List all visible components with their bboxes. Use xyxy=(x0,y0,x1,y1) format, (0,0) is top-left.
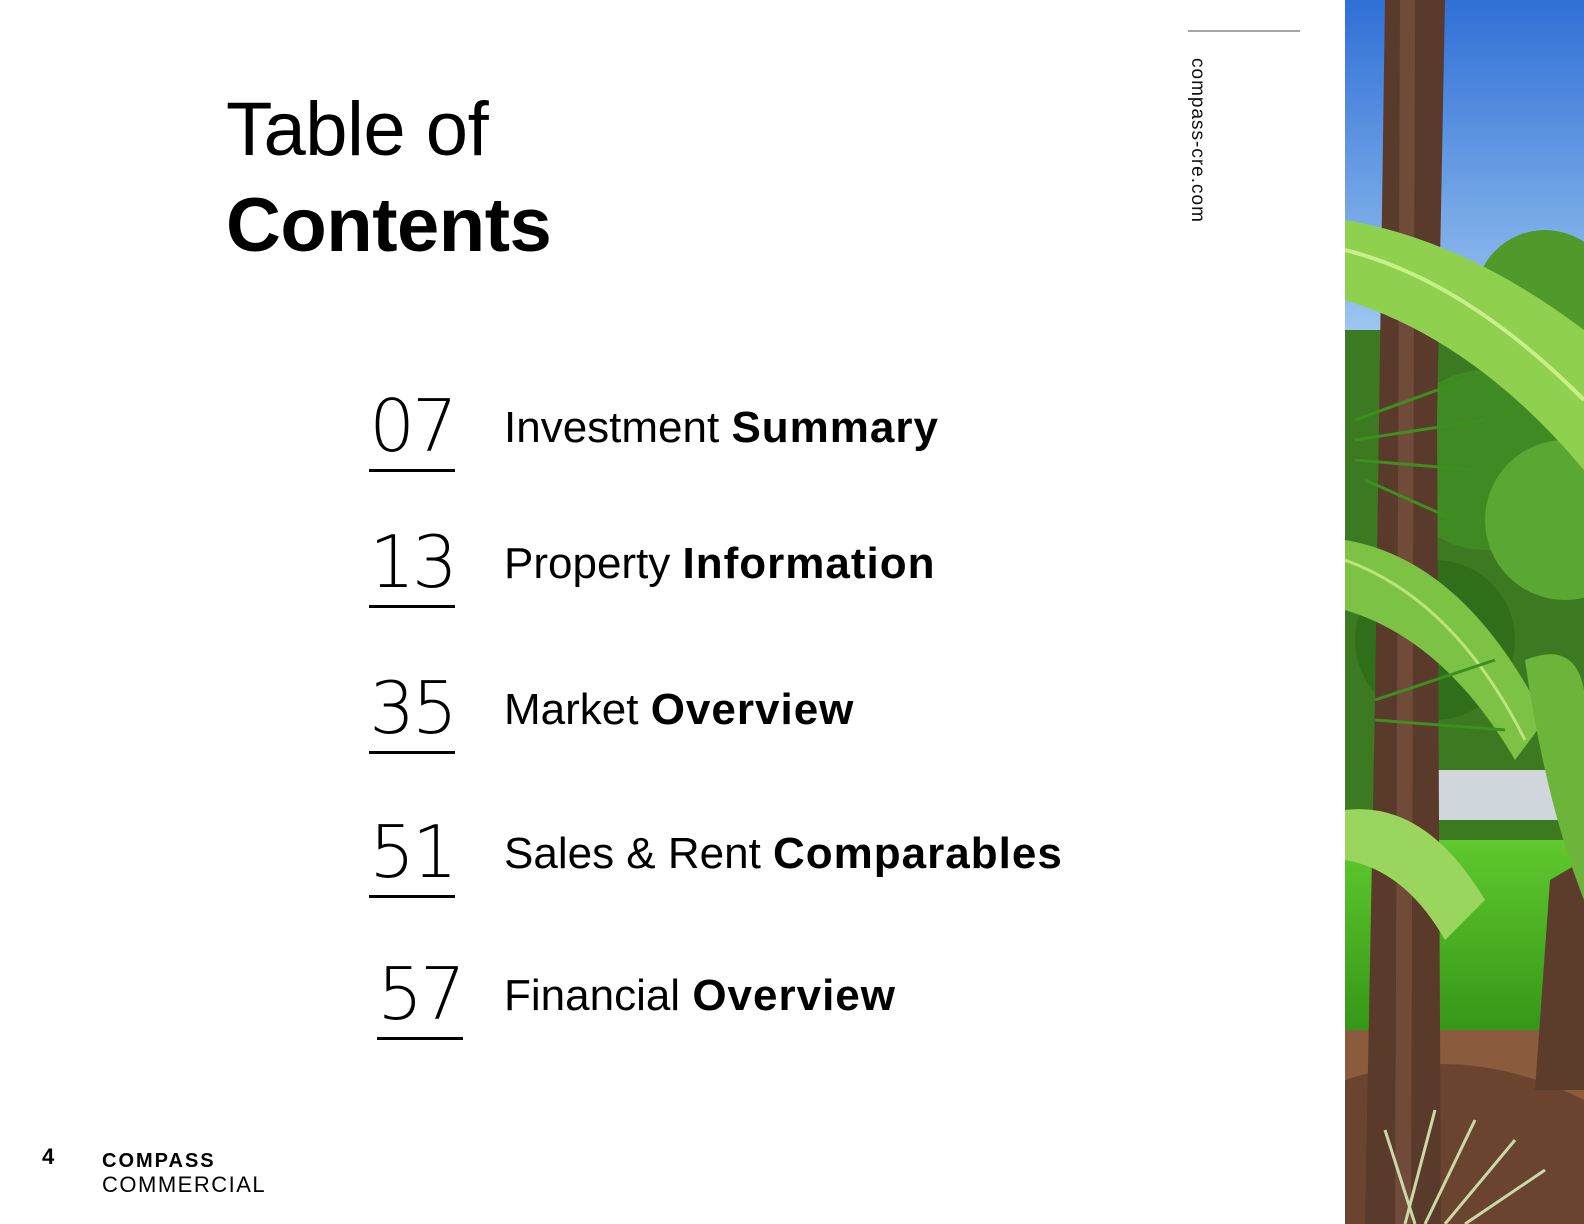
toc-page-number: 13 xyxy=(366,526,458,598)
toc-label: Sales & Rent Comparables xyxy=(504,832,1063,876)
toc-label-bold: Comparables xyxy=(773,829,1063,878)
toc-page-number: 07 xyxy=(366,390,458,462)
toc-label-bold: Information xyxy=(682,539,936,588)
toc-label-light: Property xyxy=(504,539,683,588)
toc-page-number: 35 xyxy=(366,672,458,744)
toc-label: Investment Summary xyxy=(504,406,939,450)
toc-label-bold: Overview xyxy=(650,685,855,734)
logo-line2: COMMERCIAL xyxy=(102,1172,267,1197)
toc-label-light: Sales & Rent xyxy=(504,829,774,878)
toc-label-bold: Summary xyxy=(731,403,939,452)
toc-label: Property Information xyxy=(504,542,936,586)
toc-page-number: 51 xyxy=(366,816,458,888)
sidebar-url[interactable]: compass-cre.com xyxy=(1187,58,1208,223)
toc-label-light: Investment xyxy=(504,403,732,452)
title-line1: Table of xyxy=(226,87,489,172)
logo-line1: COMPASS xyxy=(102,1150,216,1172)
page-number: 4 xyxy=(42,1144,55,1169)
garden-photo xyxy=(1345,0,1584,1224)
title-line2: Contents xyxy=(226,183,552,268)
toc-label: Financial Overview xyxy=(504,974,896,1018)
toc-page-number: 57 xyxy=(374,958,466,1030)
compass-commercial-logo: COMPASS COMMERCIAL xyxy=(102,1150,266,1198)
sidebar-divider xyxy=(1188,30,1300,32)
page-title: Table of Contents xyxy=(226,82,552,274)
toc-label: Market Overview xyxy=(504,688,854,732)
toc-label-light: Financial xyxy=(504,971,693,1020)
toc-label-light: Market xyxy=(504,685,651,734)
toc-label-bold: Overview xyxy=(692,971,896,1020)
